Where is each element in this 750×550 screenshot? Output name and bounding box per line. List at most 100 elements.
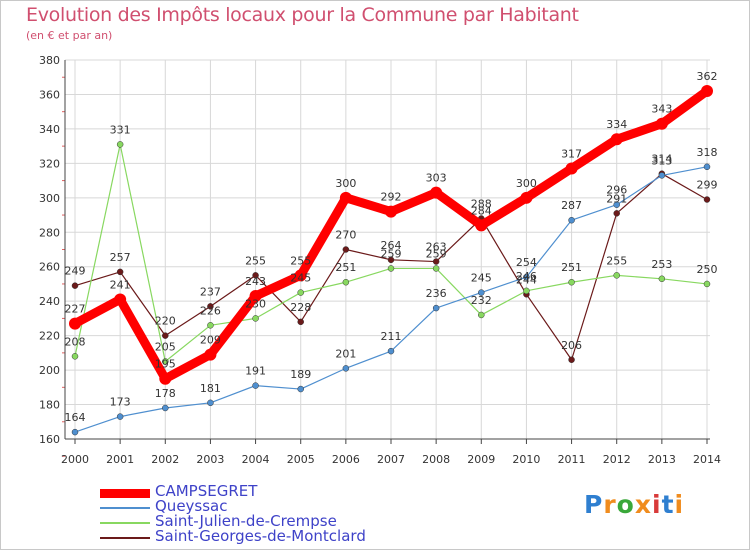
data-point — [297, 318, 304, 326]
data-point — [116, 268, 124, 276]
data-point — [655, 117, 668, 130]
data-label: 257 — [110, 251, 131, 264]
data-label: 251 — [561, 261, 582, 274]
data-label: 313 — [651, 154, 672, 167]
y-tick-label: 180 — [39, 399, 60, 412]
data-label: 288 — [471, 197, 492, 210]
data-point — [658, 275, 666, 283]
data-label: 314 — [651, 153, 672, 166]
data-point — [207, 399, 214, 407]
data-point — [162, 358, 169, 365]
x-tick-label: 2004 — [242, 453, 270, 466]
data-label: 254 — [516, 256, 537, 269]
y-tick-label: 240 — [39, 295, 60, 308]
legend-swatch — [100, 507, 150, 509]
data-point — [432, 258, 440, 265]
x-tick-label: 2009 — [467, 453, 495, 466]
x-tick-label: 2008 — [422, 453, 450, 466]
data-point — [523, 273, 530, 281]
x-tick-label: 2012 — [603, 453, 631, 466]
data-point — [71, 428, 79, 436]
data-point — [297, 289, 304, 296]
data-label: 253 — [651, 258, 672, 271]
x-tick-label: 2003 — [196, 453, 224, 466]
data-point — [71, 353, 79, 360]
legend-label: Queyssac — [155, 497, 228, 515]
y-tick-label: 380 — [39, 54, 60, 67]
data-label: 343 — [651, 103, 672, 116]
data-label: 303 — [426, 172, 447, 185]
data-label: 270 — [335, 229, 356, 242]
data-point — [114, 293, 127, 306]
logo-letter: x — [634, 490, 652, 519]
data-label: 259 — [381, 247, 402, 260]
data-label: 296 — [606, 184, 627, 197]
logo-letter: i — [652, 490, 662, 519]
data-label: 249 — [65, 265, 86, 278]
data-label: 209 — [200, 334, 221, 347]
data-point — [613, 272, 620, 279]
x-tick-label: 2005 — [287, 453, 315, 466]
data-point — [613, 201, 620, 208]
data-label: 251 — [335, 261, 356, 274]
data-label: 318 — [697, 146, 718, 159]
proxiti-logo: Proxiti — [584, 490, 684, 519]
data-point — [162, 404, 169, 412]
x-tick-label: 2010 — [512, 453, 540, 466]
data-label: 226 — [200, 304, 221, 317]
data-point — [204, 348, 217, 361]
data-point — [294, 269, 307, 282]
logo-letter: t — [661, 490, 675, 519]
data-point — [159, 372, 172, 385]
data-point — [568, 216, 575, 224]
data-point — [71, 282, 79, 289]
data-point — [297, 385, 304, 393]
y-tick-label: 360 — [39, 88, 60, 101]
data-label: 292 — [381, 191, 402, 204]
data-label: 178 — [155, 387, 176, 400]
data-label: 181 — [200, 382, 221, 395]
y-tick-label: 260 — [39, 261, 60, 274]
data-label: 211 — [381, 330, 402, 343]
x-tick-label: 2014 — [693, 453, 721, 466]
data-label: 291 — [606, 192, 627, 205]
data-label: 331 — [110, 123, 131, 136]
data-point — [703, 163, 711, 171]
legend-swatch — [100, 522, 150, 524]
data-label: 300 — [516, 177, 537, 190]
data-point — [568, 278, 575, 286]
data-point — [249, 290, 262, 303]
data-point — [385, 205, 397, 218]
data-point — [658, 172, 666, 179]
data-label: 236 — [426, 287, 447, 300]
data-point — [116, 141, 124, 148]
chart-title: Evolution des Impôts locaux pour la Comm… — [26, 4, 579, 26]
data-label: 255 — [290, 254, 311, 267]
data-label: 164 — [65, 411, 86, 424]
data-point — [252, 315, 259, 322]
data-point — [565, 162, 578, 175]
legend-label: CAMPSEGRET — [155, 482, 258, 500]
data-label: 206 — [561, 339, 582, 352]
data-label: 208 — [65, 335, 86, 348]
data-point — [568, 356, 575, 364]
data-label: 246 — [516, 270, 537, 283]
data-point — [342, 278, 350, 286]
data-point — [339, 191, 352, 204]
data-label: 244 — [516, 273, 537, 286]
data-label: 264 — [381, 239, 402, 252]
data-label: 263 — [426, 241, 447, 254]
x-tick-label: 2007 — [377, 453, 405, 466]
data-point — [387, 256, 395, 264]
legend-swatch — [100, 537, 150, 539]
data-point — [69, 317, 81, 330]
data-point — [387, 265, 395, 272]
x-tick-label: 2006 — [332, 453, 360, 466]
data-label: 299 — [697, 179, 718, 192]
y-tick-label: 280 — [39, 226, 60, 239]
data-point — [342, 246, 350, 253]
data-point — [207, 322, 214, 329]
logo-letter: r — [603, 490, 617, 519]
data-point — [613, 210, 620, 217]
